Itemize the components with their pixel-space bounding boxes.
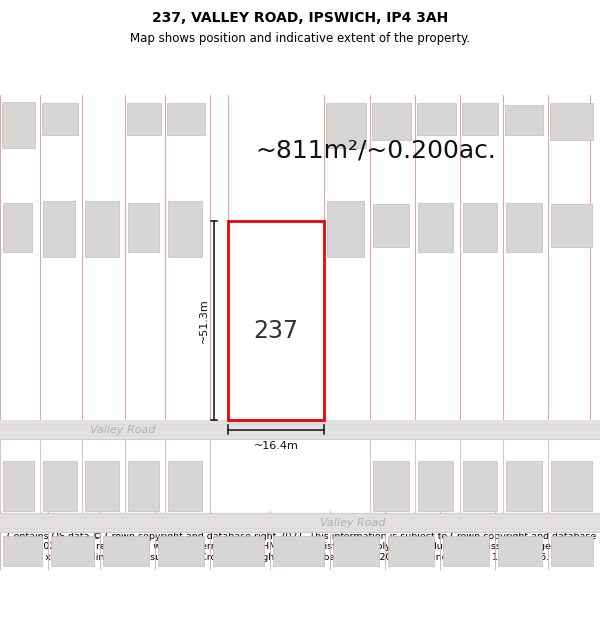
Bar bbox=[85, 461, 119, 511]
Text: ~16.4m: ~16.4m bbox=[254, 441, 298, 451]
Bar bbox=[128, 203, 159, 252]
Bar bbox=[85, 201, 119, 257]
Bar bbox=[2, 102, 35, 148]
Bar bbox=[327, 201, 364, 257]
Bar bbox=[167, 103, 205, 136]
Bar bbox=[333, 536, 379, 566]
Text: Valley Road: Valley Road bbox=[320, 518, 386, 528]
Bar bbox=[228, 221, 324, 421]
Bar bbox=[42, 103, 78, 136]
Bar bbox=[43, 461, 77, 511]
Text: 237: 237 bbox=[254, 319, 299, 343]
Bar bbox=[505, 105, 543, 136]
Bar bbox=[43, 201, 75, 257]
Bar bbox=[373, 461, 409, 511]
Bar bbox=[551, 204, 592, 247]
Bar bbox=[0, 513, 600, 532]
Text: Valley Road: Valley Road bbox=[90, 424, 155, 434]
Text: ~51.3m: ~51.3m bbox=[199, 299, 209, 343]
Bar bbox=[51, 536, 94, 566]
Bar bbox=[103, 536, 149, 566]
Bar bbox=[373, 204, 409, 247]
Text: Map shows position and indicative extent of the property.: Map shows position and indicative extent… bbox=[130, 32, 470, 45]
Bar bbox=[273, 536, 324, 566]
Bar bbox=[462, 103, 498, 136]
Bar bbox=[0, 421, 600, 439]
Bar bbox=[417, 103, 456, 136]
Bar bbox=[158, 536, 204, 566]
Text: Contains OS data © Crown copyright and database right 2021. This information is : Contains OS data © Crown copyright and d… bbox=[7, 532, 596, 562]
Bar bbox=[418, 461, 453, 511]
Bar bbox=[443, 536, 489, 566]
Bar bbox=[168, 201, 202, 257]
Bar bbox=[506, 203, 542, 252]
Bar bbox=[372, 103, 411, 141]
Bar bbox=[3, 203, 32, 252]
Bar bbox=[388, 536, 434, 566]
Text: ~811m²/~0.200ac.: ~811m²/~0.200ac. bbox=[255, 139, 496, 162]
Bar bbox=[551, 461, 592, 511]
Bar bbox=[168, 461, 202, 511]
Text: 237, VALLEY ROAD, IPSWICH, IP4 3AH: 237, VALLEY ROAD, IPSWICH, IP4 3AH bbox=[152, 11, 448, 25]
Bar bbox=[127, 103, 161, 136]
Bar bbox=[326, 103, 366, 148]
Bar bbox=[463, 203, 497, 252]
Bar bbox=[498, 536, 542, 566]
Bar bbox=[550, 103, 593, 141]
Bar bbox=[3, 461, 34, 511]
Bar bbox=[418, 203, 453, 252]
Bar bbox=[551, 536, 593, 566]
Bar bbox=[3, 536, 42, 566]
Bar bbox=[128, 461, 159, 511]
Bar bbox=[463, 461, 497, 511]
Bar bbox=[506, 461, 542, 511]
Bar bbox=[213, 536, 264, 566]
